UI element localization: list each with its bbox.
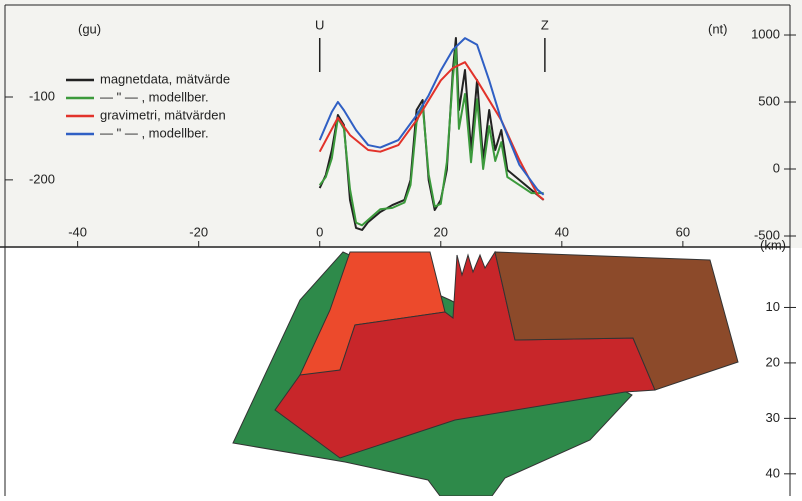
y2-tick-label: 500 <box>758 93 780 108</box>
series-line <box>318 37 545 196</box>
cross-section <box>232 250 739 497</box>
brown-body <box>494 251 739 391</box>
depth-tick-label: 10 <box>766 299 780 314</box>
legend-label: — " — , modellber. <box>100 125 209 140</box>
x-tick-label: -20 <box>189 224 208 239</box>
depth-tick-label: 20 <box>766 354 780 369</box>
series-line <box>318 36 545 231</box>
depth-unit: (km) <box>760 237 786 252</box>
series-line <box>318 47 544 227</box>
x-tick-label: -40 <box>68 224 87 239</box>
x-tick-label: 20 <box>434 224 448 239</box>
profile-marker-label: Z <box>541 17 549 32</box>
legend-label: magnetdata, mätvärde <box>100 71 230 86</box>
x-tick-label: 40 <box>555 224 569 239</box>
legend-label: gravimetri, mätvärden <box>100 107 226 122</box>
chart-background <box>0 0 802 248</box>
y2-tick-label: -500 <box>754 227 780 242</box>
x-tick-label: 60 <box>676 224 690 239</box>
profile-marker-label: U <box>315 17 324 32</box>
left-unit: (gu) <box>78 21 101 36</box>
y-tick-label: -200 <box>29 171 55 186</box>
y2-tick-label: 1000 <box>751 26 780 41</box>
legend-label: — " — , modellber. <box>100 89 209 104</box>
y2-tick-label: 0 <box>773 160 780 175</box>
y-tick-label: -100 <box>29 88 55 103</box>
right-unit: (nt) <box>708 21 728 36</box>
x-tick-label: 0 <box>316 224 323 239</box>
depth-tick-label: 30 <box>766 410 780 425</box>
depth-tick-label: 40 <box>766 465 780 480</box>
